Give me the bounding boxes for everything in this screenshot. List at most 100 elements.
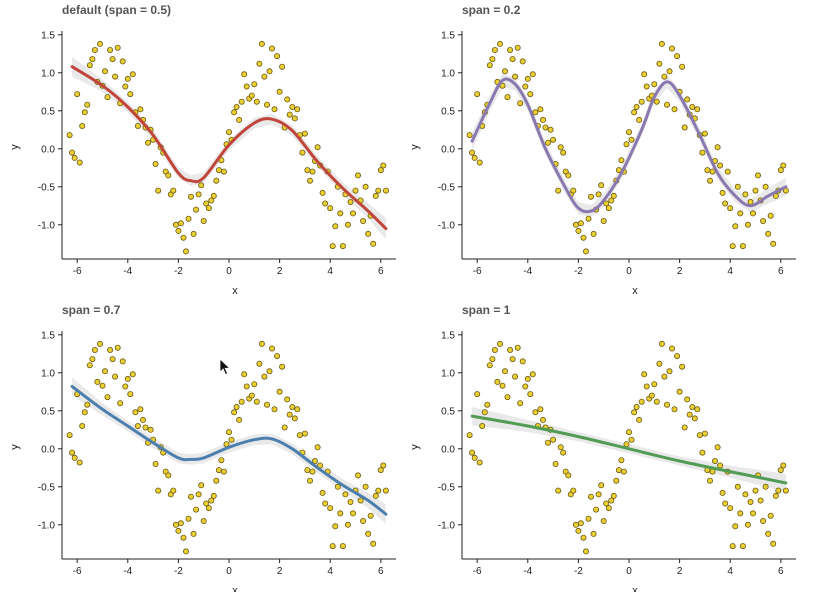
data-point — [337, 210, 344, 217]
data-point — [380, 462, 387, 469]
data-point — [172, 521, 179, 528]
data-point — [198, 182, 205, 189]
y-tick-label: -1.0 — [438, 520, 456, 531]
data-point — [674, 53, 681, 60]
panel-title: span = 0.2 — [462, 3, 521, 17]
data-point — [205, 205, 212, 212]
data-point — [180, 534, 187, 541]
data-point — [258, 40, 265, 47]
data-point — [765, 530, 772, 537]
data-point — [580, 234, 587, 241]
data-point — [476, 159, 483, 166]
data-point — [296, 432, 303, 439]
data-point — [370, 540, 377, 547]
data-point — [104, 394, 111, 401]
data-point — [112, 373, 119, 380]
data-point — [633, 104, 640, 111]
data-point — [362, 183, 369, 190]
x-tick-label: -4 — [523, 566, 532, 577]
y-tick-label: 0.5 — [441, 406, 455, 417]
x-tick-label: 6 — [378, 266, 384, 277]
data-point — [291, 115, 298, 122]
data-point — [91, 346, 98, 353]
data-point — [593, 506, 600, 513]
data-point — [770, 540, 777, 547]
data-point — [577, 520, 584, 527]
data-point — [286, 411, 293, 418]
x-tick-label: 6 — [778, 566, 784, 577]
data-point — [696, 432, 703, 439]
data-point — [306, 477, 313, 484]
data-point — [129, 371, 136, 378]
data-point — [666, 68, 673, 75]
data-point — [225, 129, 232, 136]
data-point — [370, 240, 377, 247]
data-point — [339, 243, 346, 250]
data-point — [360, 217, 367, 224]
data-point — [86, 62, 93, 69]
data-point — [648, 392, 655, 399]
data-point — [643, 383, 650, 390]
data-point — [137, 406, 144, 413]
x-tick-label: -4 — [123, 566, 132, 577]
data-point — [372, 192, 379, 199]
data-point — [471, 154, 478, 161]
data-point — [119, 58, 126, 65]
data-point — [107, 346, 114, 353]
confidence-band — [472, 73, 786, 218]
data-point — [81, 109, 88, 116]
data-point — [699, 449, 706, 456]
data-point — [251, 381, 258, 388]
data-point — [365, 530, 372, 537]
data-point — [352, 187, 359, 194]
data-point — [311, 457, 318, 464]
data-point — [279, 363, 286, 370]
data-point — [545, 139, 552, 146]
y-tick-label: 1.5 — [41, 330, 55, 341]
x-tick-label: -6 — [473, 566, 482, 577]
confidence-band — [72, 56, 386, 240]
data-point — [679, 363, 686, 370]
data-point — [540, 416, 547, 423]
data-point — [633, 403, 640, 410]
data-point — [109, 356, 116, 363]
data-point — [491, 346, 498, 353]
data-point — [155, 187, 162, 194]
data-point — [208, 497, 215, 504]
data-point — [552, 460, 559, 467]
data-point — [524, 75, 531, 82]
data-point — [486, 62, 493, 69]
data-point — [119, 358, 126, 365]
data-point — [185, 515, 192, 522]
data-point — [248, 92, 255, 99]
data-point — [213, 177, 220, 184]
data-point — [134, 123, 141, 130]
data-point — [289, 104, 296, 111]
data-point — [512, 73, 519, 80]
data-point — [208, 197, 215, 204]
data-point — [603, 200, 610, 207]
data-point — [491, 47, 498, 54]
y-tick-label: -1.0 — [38, 220, 56, 231]
data-point — [377, 167, 384, 174]
data-point — [555, 487, 562, 494]
y-tick-label: 1.5 — [441, 30, 455, 41]
data-point — [69, 149, 76, 156]
data-point — [727, 505, 734, 512]
data-point — [97, 340, 104, 347]
data-point — [565, 172, 572, 179]
data-point — [770, 240, 777, 247]
data-point — [729, 243, 736, 250]
data-point — [215, 167, 222, 174]
data-point — [76, 159, 83, 166]
data-point — [89, 56, 96, 63]
x-axis-label: x — [232, 285, 238, 297]
data-point — [218, 457, 225, 464]
data-point — [309, 168, 316, 175]
data-point — [337, 510, 344, 517]
data-point — [469, 449, 476, 456]
data-point — [575, 527, 582, 534]
data-point — [193, 206, 200, 213]
data-point — [701, 130, 708, 137]
data-point — [266, 68, 273, 75]
